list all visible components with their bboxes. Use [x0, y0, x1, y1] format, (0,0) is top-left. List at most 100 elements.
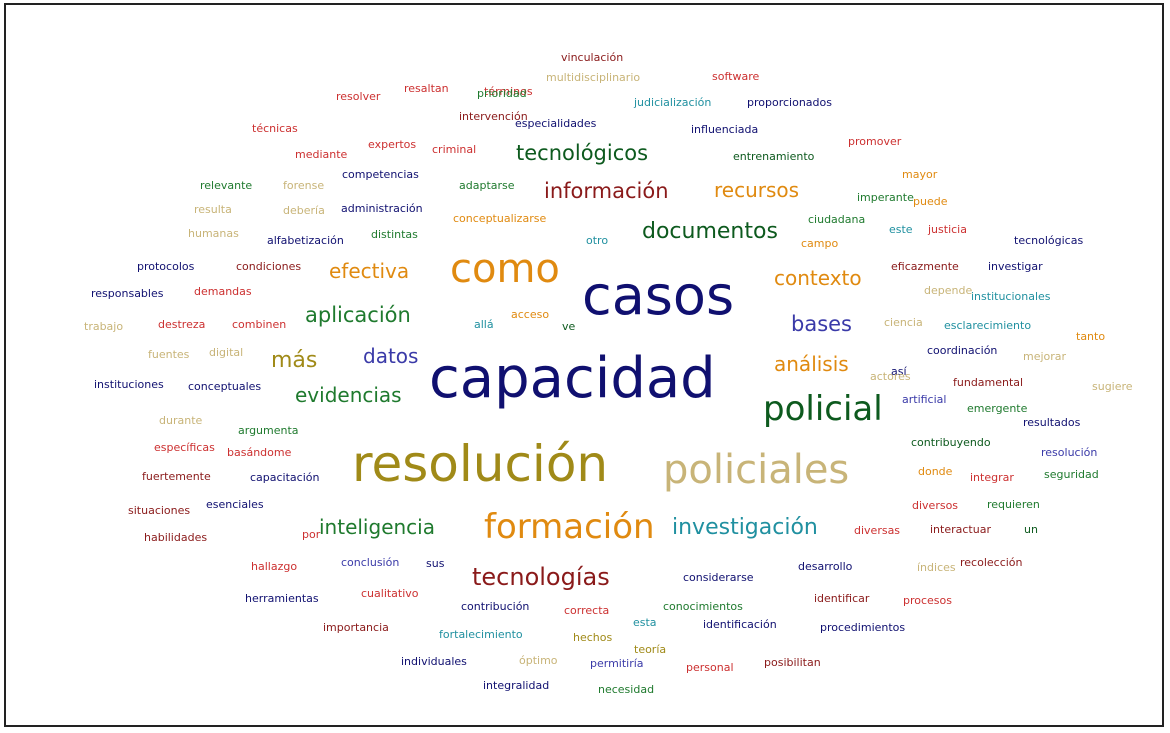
- word-136: posibilitan: [764, 656, 821, 669]
- word-117: cualitativo: [361, 587, 419, 600]
- word-123: correcta: [564, 604, 610, 617]
- word-53: este: [889, 223, 913, 236]
- word-68: institucionales: [971, 290, 1051, 303]
- word-3: casos: [582, 264, 735, 327]
- word-80: así: [891, 365, 907, 378]
- word-120: identificar: [814, 592, 870, 605]
- word-82: mejorar: [1023, 350, 1067, 363]
- word-60: tecnológicas: [1014, 234, 1084, 247]
- word-100: integrar: [970, 471, 1014, 484]
- word-55: humanas: [188, 227, 239, 240]
- word-79: digital: [209, 346, 244, 359]
- word-97: fuertemente: [142, 470, 211, 483]
- word-43: forense: [283, 179, 325, 192]
- word-44: competencias: [342, 168, 419, 181]
- word-72: allá: [474, 318, 494, 331]
- word-27: resolver: [336, 90, 381, 103]
- word-90: durante: [159, 414, 203, 427]
- word-12: información: [544, 179, 669, 203]
- word-56: alfabetización: [267, 234, 344, 247]
- word-49: debería: [283, 204, 325, 217]
- word-42: relevante: [200, 179, 253, 192]
- word-26: software: [712, 70, 760, 83]
- word-51: conceptualizarse: [453, 212, 547, 225]
- word-112: conclusión: [341, 556, 400, 569]
- word-111: hallazgo: [251, 560, 298, 573]
- word-73: acceso: [511, 308, 550, 321]
- word-61: protocolos: [137, 260, 195, 273]
- word-36: expertos: [368, 138, 417, 151]
- word-35: influenciada: [691, 123, 759, 136]
- word-133: óptimo: [519, 654, 558, 667]
- word-20: más: [271, 348, 318, 373]
- word-34: técnicas: [252, 122, 298, 135]
- word-23: términos: [484, 85, 533, 98]
- word-7: policial: [763, 389, 883, 429]
- word-25: multidisciplinario: [546, 71, 641, 84]
- word-88: artificial: [902, 393, 947, 406]
- word-101: seguridad: [1044, 468, 1099, 481]
- word-19: datos: [363, 344, 419, 368]
- word-110: un: [1024, 523, 1038, 536]
- word-50: administración: [341, 202, 423, 215]
- word-13: tecnológicos: [516, 141, 649, 165]
- word-129: identificación: [703, 618, 777, 631]
- word-62: condiciones: [236, 260, 302, 273]
- word-37: mediante: [295, 148, 348, 161]
- word-131: teoría: [634, 643, 667, 656]
- word-122: contribución: [461, 600, 530, 613]
- word-28: resaltan: [404, 82, 449, 95]
- word-102: situaciones: [128, 504, 191, 517]
- word-104: diversos: [912, 499, 959, 512]
- word-99: donde: [918, 465, 953, 478]
- word-86: fundamental: [953, 376, 1024, 389]
- word-67: depende: [924, 284, 973, 297]
- word-45: adaptarse: [459, 179, 515, 192]
- word-113: sus: [426, 557, 445, 570]
- word-22: análisis: [774, 352, 849, 376]
- word-125: importancia: [323, 621, 389, 634]
- word-4: como: [450, 246, 560, 292]
- word-137: integralidad: [483, 679, 550, 692]
- word-10: inteligencia: [319, 515, 435, 539]
- word-54: justicia: [928, 223, 967, 236]
- word-126: fortalecimiento: [439, 628, 523, 641]
- word-24: vinculación: [561, 51, 624, 64]
- word-71: combinen: [232, 318, 287, 331]
- word-118: considerarse: [683, 571, 754, 584]
- word-46: imperante: [857, 191, 914, 204]
- word-91: argumenta: [238, 424, 299, 437]
- word-2: capacidad: [429, 346, 716, 411]
- word-138: necesidad: [598, 683, 655, 696]
- word-6: formación: [484, 507, 655, 547]
- word-33: especialidades: [515, 117, 597, 130]
- word-32: intervención: [459, 110, 528, 123]
- word-48: resulta: [194, 203, 232, 216]
- word-59: campo: [801, 237, 839, 250]
- word-52: ciudadana: [808, 213, 866, 226]
- word-81: coordinación: [927, 344, 998, 357]
- word-85: conceptuales: [188, 380, 262, 393]
- word-109: interactuar: [930, 523, 991, 536]
- word-135: personal: [686, 661, 734, 674]
- word-11: documentos: [642, 219, 778, 244]
- word-124: conocimientos: [663, 600, 743, 613]
- word-41: mayor: [902, 168, 938, 181]
- word-75: ciencia: [884, 316, 923, 329]
- word-74: ve: [562, 320, 576, 333]
- word-108: diversas: [854, 524, 901, 537]
- word-119: herramientas: [245, 592, 319, 605]
- word-83: actores: [870, 370, 911, 383]
- word-134: permitiría: [590, 657, 644, 670]
- word-64: investigar: [988, 260, 1043, 273]
- word-89: emergente: [967, 402, 1028, 415]
- word-21: bases: [791, 312, 853, 336]
- word-78: fuentes: [148, 348, 190, 361]
- word-47: puede: [913, 195, 948, 208]
- word-cloud-frame: resolución capacidad casos como policiales fo…: [4, 3, 1164, 727]
- word-69: trabajo: [84, 320, 124, 333]
- word-92: resultados: [1023, 416, 1081, 429]
- word-58: otro: [586, 234, 609, 247]
- word-87: sugiere: [1092, 380, 1133, 393]
- word-8: tecnologías: [472, 563, 610, 591]
